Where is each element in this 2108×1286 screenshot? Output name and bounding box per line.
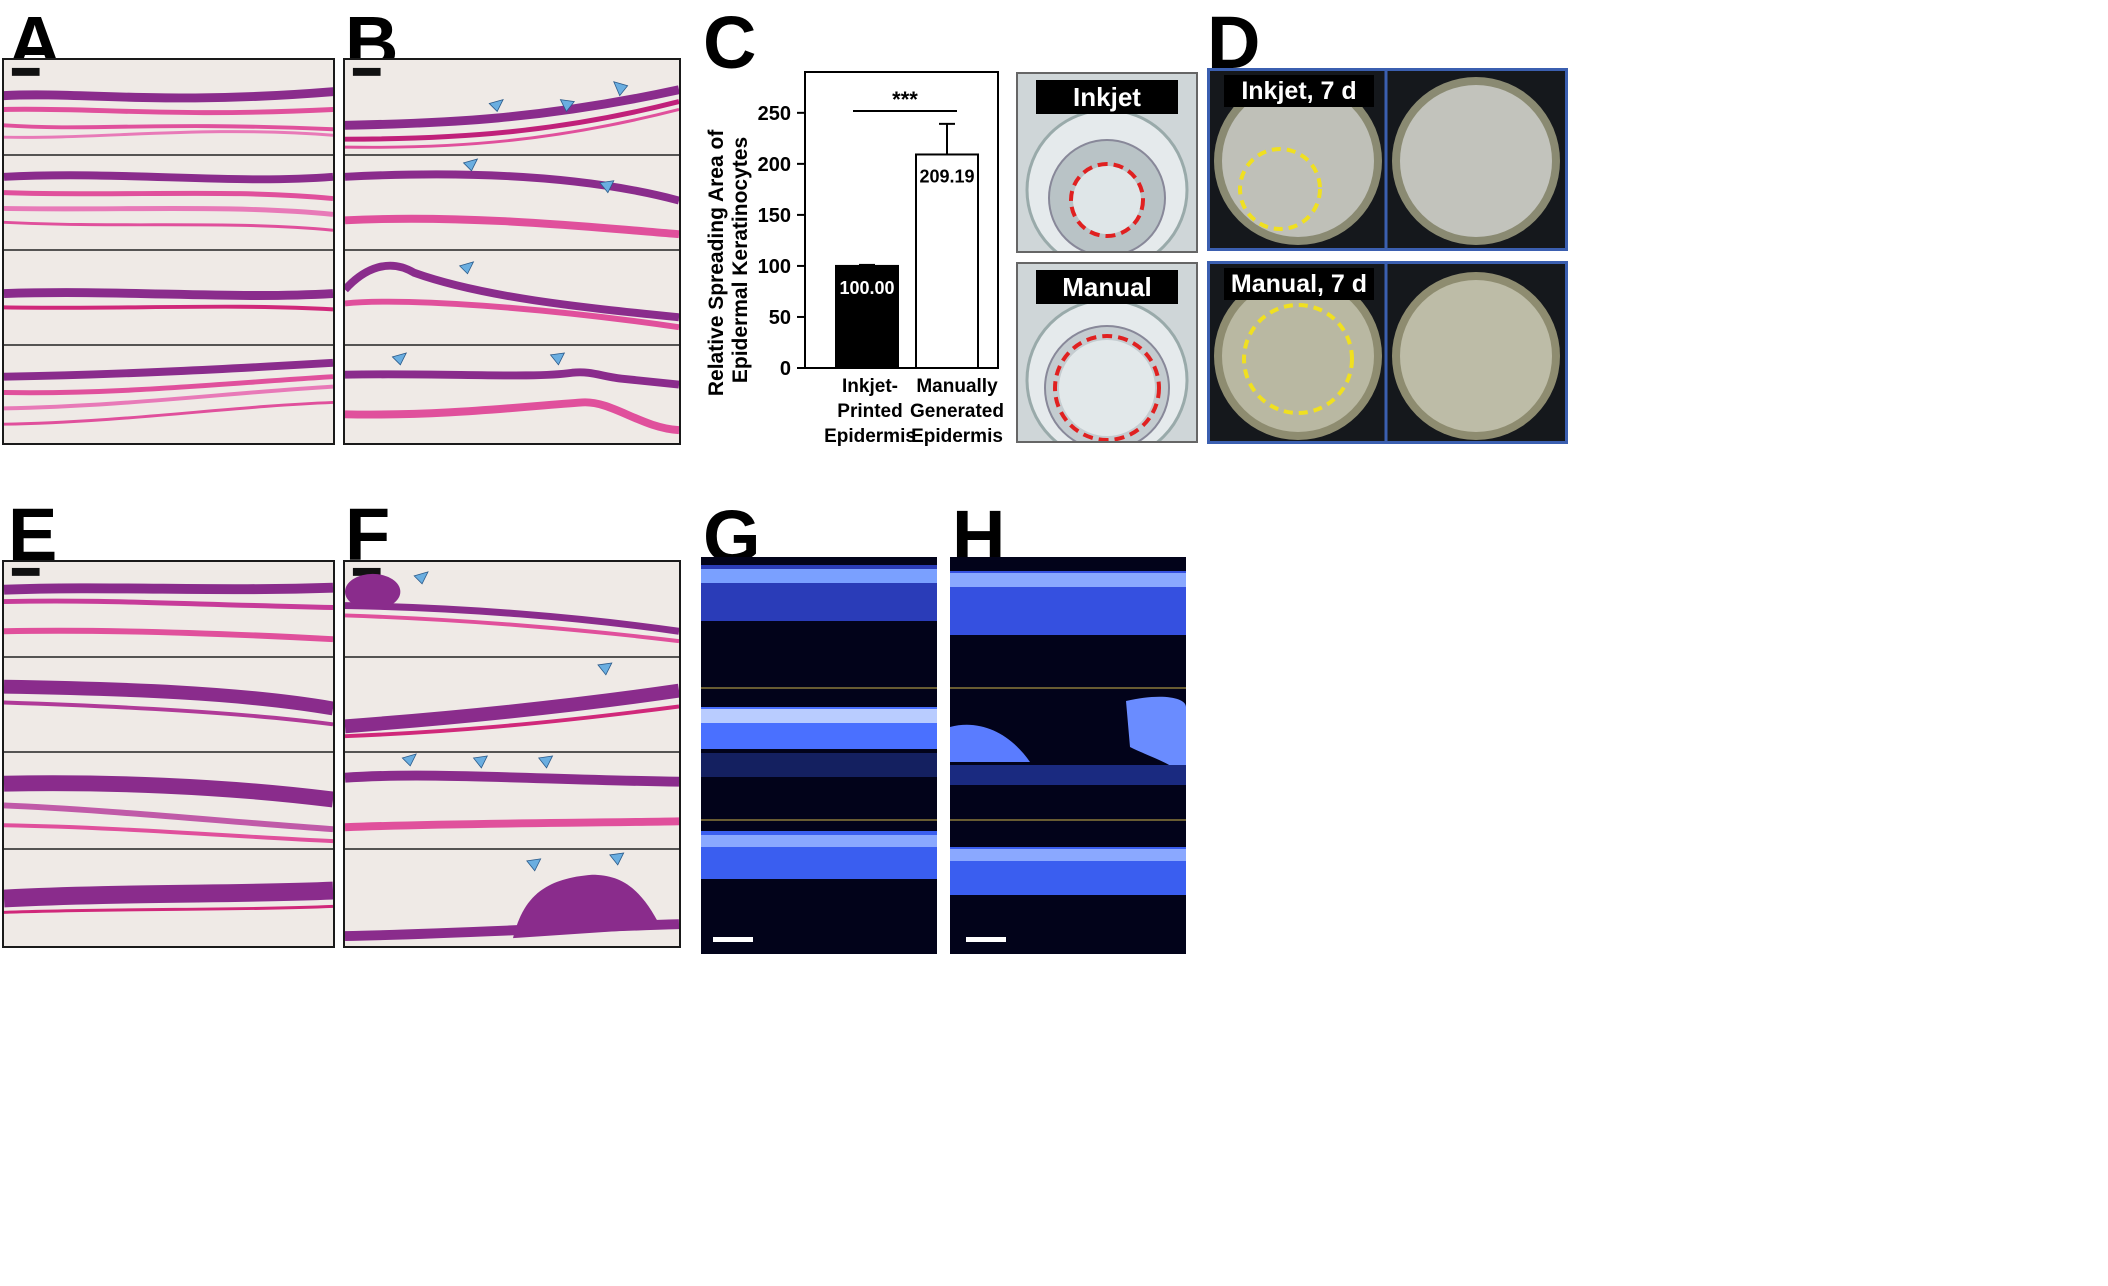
inkjet-7d-circle [1238,147,1322,231]
y-axis-label-line-2: Epidermal Keratinocytes [729,137,752,383]
fluorescence-panel-h [950,557,1186,954]
bar-2 [915,153,979,369]
spreading-area-chart: Relative Spreading Area of Epidermal Ker… [705,71,1004,447]
fluorescence-image-g [701,557,937,954]
bar-value-label: 100.00 [839,278,894,298]
manual-7d-circle [1242,303,1354,415]
inkjet-7d-frame: Inkjet, 7 d [1207,68,1568,251]
inkjet-photo-label: Inkjet [1036,80,1178,114]
manual-7d-label: Manual, 7 d [1224,268,1374,300]
inkjet-area-circle [1069,162,1145,238]
panel-label-e: E [8,493,58,576]
panel-label-d: D [1207,1,1261,84]
inkjet-7d-label: Inkjet, 7 d [1224,75,1374,107]
fluorescence-image-h [950,557,1186,954]
x-category-label: Inkjet- [842,376,898,397]
y-tick-label: 100 [758,256,791,278]
x-category-label: Generated [910,401,1004,422]
histology-panel-e [2,560,335,948]
histology-image-f [345,567,679,942]
x-category-label: Epidermis [911,426,1003,447]
scale-bar [966,937,1006,942]
scale-bar [352,567,381,576]
manual-well-photo: Manual [1016,262,1198,443]
bar-1 [835,264,899,369]
y-tick-label: 150 [758,205,791,227]
histology-image-e [4,567,333,914]
x-category-label: Manually [916,376,998,397]
scale-bar [713,937,753,942]
x-category-label: Epidermis [824,426,916,447]
fluorescence-panel-g [701,557,937,954]
y-axis-label-line-1: Relative Spreading Area of [705,129,728,396]
panel-label-f: F [345,493,391,576]
scale-bar [11,567,40,576]
manual-area-circle [1053,334,1161,441]
histology-image-a [4,67,333,426]
histology-panel-b [343,58,681,445]
panel-label-c: C [703,1,757,84]
inkjet-well-photo: Inkjet [1016,72,1198,253]
significance-label: *** [892,87,918,112]
histology-panel-f [343,560,681,948]
manual-7d-frame: Manual, 7 d [1207,261,1568,444]
y-tick-label: 0 [780,358,791,380]
histology-image-b [345,67,679,435]
y-tick-label: 50 [769,307,791,329]
svg-text:Relative Spreading Area of: Relative Spreading Area of Epidermal Ker… [705,124,752,396]
y-tick-label: 200 [758,154,791,176]
histology-panel-a [2,58,335,445]
scale-bar [352,67,381,76]
x-category-label: Printed [837,401,902,422]
bar-value-label: 209.19 [919,166,974,186]
scale-bar [11,67,40,76]
manual-photo-label: Manual [1036,270,1178,304]
y-tick-label: 250 [758,103,791,125]
